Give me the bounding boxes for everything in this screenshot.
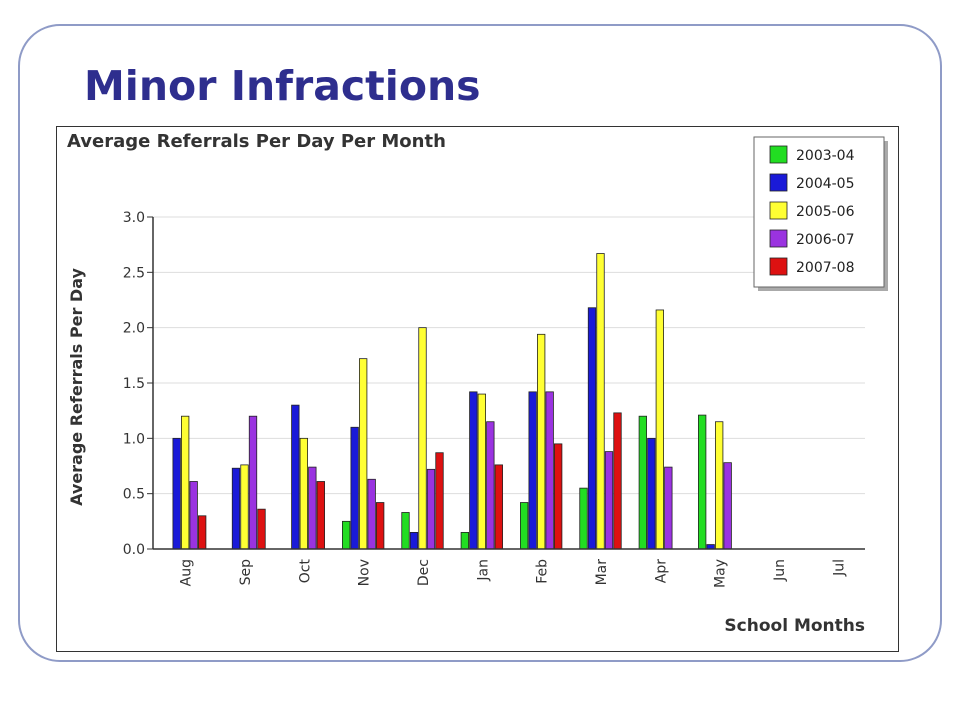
legend-label-2007-08: 2007-08 bbox=[796, 260, 855, 276]
bar-2005-06-Dec bbox=[418, 327, 427, 550]
bar-2004-05-Dec bbox=[409, 531, 419, 550]
bar-2007-08-Oct bbox=[316, 481, 325, 550]
y-tick-label: 2.0 bbox=[123, 321, 145, 337]
bar-2005-06-Jan bbox=[477, 393, 486, 550]
legend-swatch-2005-06 bbox=[769, 201, 788, 220]
y-axis-label: Average Referrals Per Day bbox=[67, 268, 86, 506]
bar-2007-08-Mar bbox=[613, 412, 622, 550]
slide-title: Minor Infractions bbox=[84, 62, 481, 110]
x-tick-label-Oct: Oct bbox=[297, 559, 313, 584]
legend-swatch-2004-05 bbox=[769, 173, 788, 192]
y-tick-label: 1.0 bbox=[123, 431, 145, 447]
legend-swatch-2003-04 bbox=[769, 145, 788, 164]
bar-2005-06-Apr bbox=[655, 309, 664, 550]
bar-2007-08-Feb bbox=[554, 443, 563, 550]
bar-2004-05-Feb bbox=[528, 391, 537, 550]
y-tick-label: 3.0 bbox=[123, 210, 145, 226]
bar-2006-07-Oct bbox=[308, 466, 317, 550]
x-tick-label-Aug: Aug bbox=[179, 559, 195, 586]
bar-2004-05-Apr bbox=[647, 437, 656, 550]
bar-2005-06-Sep bbox=[240, 464, 249, 550]
x-tick-label-Dec: Dec bbox=[416, 559, 432, 586]
axes-layer: 0.0 0.5 1.0 1.5 2.0 2.5 3.0 Aug Sep Oct Nov Dec Jan F… bbox=[123, 210, 865, 588]
bar-2006-07-Sep bbox=[248, 415, 258, 550]
legend-label-2005-06: 2005-06 bbox=[796, 204, 855, 220]
bar-2003-04-Jan bbox=[460, 531, 469, 550]
y-tick-label: 0.5 bbox=[123, 487, 145, 503]
bar-2005-06-May bbox=[715, 421, 724, 550]
bar-2004-05-Nov bbox=[350, 426, 359, 550]
bar-2006-07-Dec bbox=[426, 468, 436, 550]
bar-2003-04-Apr bbox=[638, 415, 647, 550]
x-tick-label-May: May bbox=[713, 559, 729, 588]
bar-2006-07-Jan bbox=[486, 421, 495, 550]
y-tick-label: 0.0 bbox=[123, 542, 145, 558]
bar-2003-04-May bbox=[698, 414, 707, 550]
bar-2004-05-Sep bbox=[231, 467, 241, 550]
bar-2006-07-Apr bbox=[664, 466, 673, 550]
bar-2006-07-Aug bbox=[189, 481, 198, 550]
bar-2004-05-Oct bbox=[291, 404, 300, 550]
bar-2006-07-Nov bbox=[367, 478, 376, 550]
legend-label-2003-04: 2003-04 bbox=[796, 148, 855, 164]
bar-2003-04-Dec bbox=[401, 512, 410, 550]
bar-2003-04-Nov bbox=[342, 520, 351, 550]
bar-2004-05-Aug bbox=[172, 437, 181, 550]
bar-2004-05-Mar bbox=[587, 307, 597, 550]
legend-label-2004-05: 2004-05 bbox=[796, 176, 855, 192]
x-axis-label: School Months bbox=[724, 616, 865, 636]
bar-2003-04-Mar bbox=[579, 487, 588, 550]
bar-2007-08-Aug bbox=[198, 515, 207, 550]
bar-2006-07-Mar bbox=[604, 451, 614, 550]
bar-2006-07-Feb bbox=[545, 391, 554, 550]
x-tick-label-Jul: Jul bbox=[831, 559, 847, 577]
y-tick-label: 2.5 bbox=[123, 265, 145, 281]
x-tick-label-Feb: Feb bbox=[535, 559, 551, 584]
y-tick-label: 1.5 bbox=[123, 376, 145, 392]
chart-panel: 0.0 0.5 1.0 1.5 2.0 2.5 3.0 Aug Sep Oct Nov Dec Jan F… bbox=[56, 126, 899, 652]
x-tick-label-Sep: Sep bbox=[238, 559, 254, 586]
bar-2004-05-Jan bbox=[469, 391, 478, 550]
legend-label-2006-07: 2006-07 bbox=[796, 232, 855, 248]
legend: 2003-04 2004-05 2005-06 2006-07 2007-08 bbox=[753, 136, 888, 291]
chart-svg: 0.0 0.5 1.0 1.5 2.0 2.5 3.0 Aug Sep Oct Nov Dec Jan F… bbox=[67, 131, 888, 636]
bar-2006-07-May bbox=[723, 462, 732, 550]
x-tick-label-Jan: Jan bbox=[475, 559, 491, 582]
x-tick-label-Mar: Mar bbox=[594, 559, 610, 586]
bar-2007-08-Jan bbox=[494, 464, 503, 550]
bar-2005-06-Mar bbox=[596, 253, 605, 550]
legend-swatch-2006-07 bbox=[769, 229, 788, 248]
x-tick-label-Nov: Nov bbox=[357, 559, 373, 586]
bar-2005-06-Aug bbox=[181, 415, 190, 550]
bar-2005-06-Nov bbox=[359, 358, 368, 550]
bar-2007-08-Nov bbox=[376, 502, 385, 550]
bar-2005-06-Oct bbox=[299, 437, 308, 550]
bar-2005-06-Feb bbox=[537, 333, 546, 550]
bar-2003-04-Feb bbox=[520, 502, 529, 550]
bars-layer bbox=[172, 253, 732, 550]
x-tick-label-Apr: Apr bbox=[653, 559, 669, 583]
bar-2007-08-Sep bbox=[257, 508, 266, 550]
chart-title: Average Referrals Per Day Per Month bbox=[67, 131, 446, 152]
x-tick-label-Jun: Jun bbox=[772, 559, 788, 582]
slide-frame bbox=[18, 24, 942, 662]
bar-2007-08-Dec bbox=[435, 452, 444, 550]
legend-swatch-2007-08 bbox=[769, 257, 788, 276]
